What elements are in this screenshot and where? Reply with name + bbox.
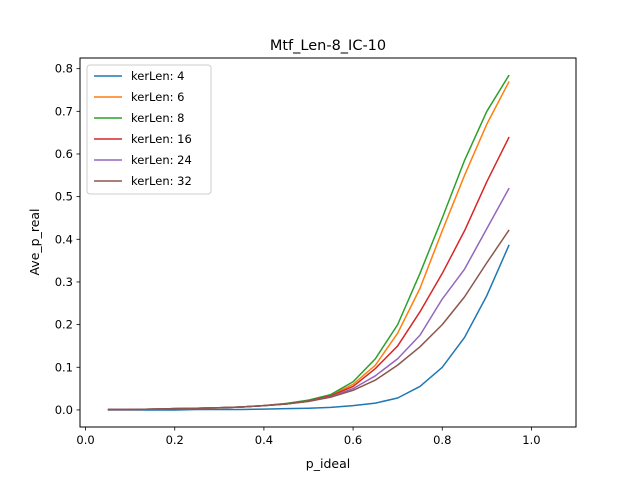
x-tick-label: 0.8: [433, 433, 451, 447]
plot-frame: [79, 57, 577, 428]
legend-label-3: kerLen: 16: [131, 132, 192, 146]
legend-label-1: kerLen: 6: [131, 90, 184, 104]
x-tick-label: 0.6: [344, 433, 362, 447]
y-tick-label: 0.5: [55, 190, 73, 204]
chart-title: Mtf_Len-8_IC-10: [270, 38, 386, 54]
y-axis-label: Ave_p_real: [27, 208, 42, 275]
series-line-5: [107, 229, 510, 411]
x-tick-label: 0.0: [76, 433, 94, 447]
y-tick-label: 0.3: [55, 275, 73, 289]
legend-label-0: kerLen: 4: [131, 69, 184, 83]
series-line-0: [107, 244, 510, 411]
y-tick-label: 0.8: [55, 62, 73, 76]
legend-label-4: kerLen: 24: [131, 153, 192, 167]
legend-label-2: kerLen: 8: [131, 111, 184, 125]
legend-label-5: kerLen: 32: [131, 174, 192, 188]
legend: kerLen: 4 kerLen: 6 kerLen: 8 kerLen: 16 ker…: [86, 64, 212, 195]
x-tick-label: 1.0: [522, 433, 540, 447]
y-axis: 0.0 0.1 0.2 0.3 0.4 0.5 0.6 0.7 0.8: [55, 62, 80, 417]
y-tick-label: 0.6: [55, 147, 73, 161]
y-tick-label: 0.4: [55, 232, 73, 246]
x-tick-label: 0.4: [255, 433, 273, 447]
y-tick-label: 0.0: [55, 403, 73, 417]
y-tick-label: 0.7: [55, 104, 73, 118]
x-axis-label: p_ideal: [306, 456, 350, 471]
x-tick-label: 0.2: [166, 433, 184, 447]
plot-area: [107, 74, 510, 411]
x-axis: 0.0 0.2 0.4 0.6 0.8 1.0: [76, 427, 541, 447]
y-tick-label: 0.2: [55, 318, 73, 332]
y-tick-label: 0.1: [55, 360, 73, 374]
